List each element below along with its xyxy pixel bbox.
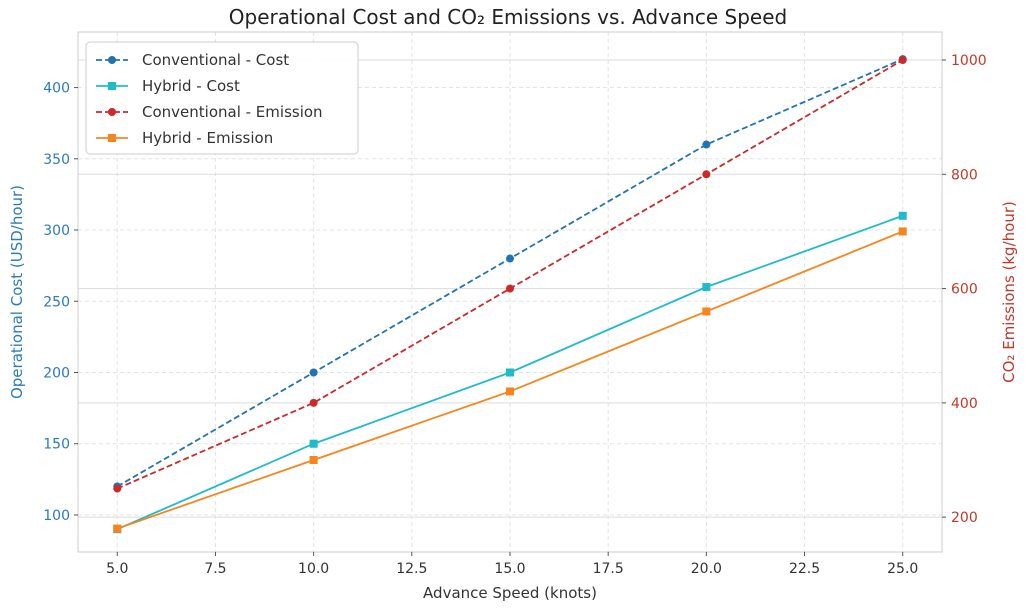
- x-axis-label: Advance Speed (knots): [423, 584, 597, 602]
- data-point: [506, 254, 514, 263]
- data-point: [309, 368, 318, 377]
- y-left-tick-label: 250: [43, 294, 70, 310]
- legend-label: Conventional - Cost: [142, 51, 289, 69]
- data-point: [108, 82, 116, 90]
- y-left-tick-label: 150: [43, 437, 70, 453]
- x-tick-label: 12.5: [396, 561, 427, 577]
- y-left-tick-label: 200: [43, 365, 70, 381]
- x-tick-label: 20.0: [691, 561, 722, 577]
- y-right-tick-label: 800: [951, 167, 978, 183]
- y-left-tick-label: 350: [43, 152, 70, 168]
- legend-entry: Hybrid - Emission: [96, 129, 273, 147]
- y-left-tick-label: 100: [43, 508, 70, 524]
- data-point: [113, 524, 122, 533]
- data-point: [898, 227, 907, 236]
- data-point: [506, 368, 514, 377]
- data-point: [702, 170, 711, 179]
- chart-title: Operational Cost and CO₂ Emissions vs. A…: [229, 5, 787, 29]
- x-tick-label: 22.5: [789, 561, 820, 577]
- data-point: [108, 108, 116, 116]
- data-point: [309, 456, 318, 464]
- legend: Conventional - Cost Hybrid - Cost Conventi…: [85, 41, 359, 155]
- x-tick-label: 15.0: [494, 561, 525, 577]
- series-hybrid-emission: [113, 227, 907, 533]
- x-tick-label: 7.5: [204, 561, 226, 577]
- legend-entry: Conventional - Cost: [96, 51, 289, 69]
- data-point: [506, 284, 514, 293]
- legend-box: [85, 41, 359, 155]
- data-point: [898, 56, 907, 64]
- data-point: [702, 140, 711, 149]
- data-point: [309, 439, 318, 448]
- x-tick-label: 17.5: [593, 561, 624, 577]
- x-tick-label: 5.0: [106, 561, 128, 577]
- data-point: [702, 283, 711, 292]
- legend-label: Hybrid - Emission: [142, 129, 273, 147]
- data-point: [898, 211, 907, 220]
- series-group: [113, 55, 907, 534]
- y-axis-right: 200 400 600 800 1000: [942, 53, 987, 526]
- y-right-tick-label: 200: [951, 510, 978, 526]
- data-point: [702, 307, 711, 316]
- y-left-tick-label: 400: [43, 81, 70, 97]
- data-point: [108, 134, 116, 142]
- legend-entry: Hybrid - Cost: [96, 77, 240, 95]
- legend-entry: Conventional - Emission: [96, 103, 323, 121]
- legend-label: Hybrid - Cost: [142, 77, 240, 95]
- y-axis-left-label: Operational Cost (USD/hour): [8, 185, 26, 399]
- y-axis-right-label: CO₂ Emissions (kg/hour): [1000, 201, 1018, 383]
- x-tick-label: 25.0: [887, 561, 918, 577]
- x-tick-label: 10.0: [298, 561, 329, 577]
- y-axis-left: 100 150 200 250 300 350 400: [43, 81, 78, 524]
- y-right-tick-label: 600: [951, 282, 978, 298]
- y-left-tick-label: 300: [43, 223, 70, 239]
- data-point: [506, 387, 514, 396]
- data-point: [113, 484, 122, 493]
- y-right-tick-label: 1000: [951, 53, 987, 69]
- legend-label: Conventional - Emission: [142, 103, 323, 121]
- y-right-tick-label: 400: [951, 396, 978, 412]
- data-point: [108, 56, 116, 64]
- x-axis: 5.0 7.5 10.0 12.5 15.0 17.5 20.0 22.5 25.0: [106, 552, 918, 577]
- series-conventional-emission: [113, 56, 907, 493]
- data-point: [309, 398, 318, 407]
